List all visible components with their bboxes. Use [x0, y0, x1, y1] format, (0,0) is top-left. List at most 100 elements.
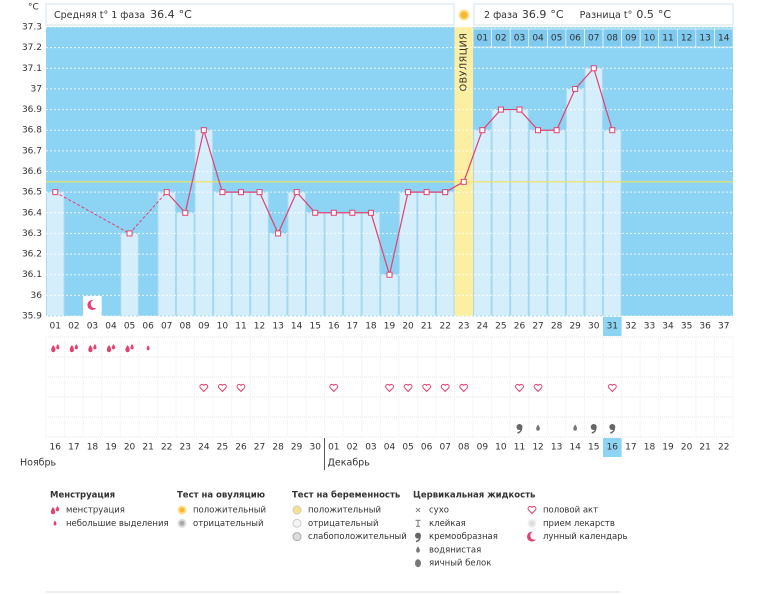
drop-icon: [69, 345, 74, 353]
temperature-point: [367, 209, 374, 216]
x-tick-label: 05: [124, 322, 135, 332]
creamy-icon: [415, 536, 421, 543]
y-tick-label: 36.5: [22, 188, 42, 198]
temperature-gap-line: [55, 191, 130, 234]
y-tick-label: 37: [31, 84, 42, 94]
x-tick-label: 13: [272, 322, 283, 332]
x-tick-label: 22: [439, 322, 450, 332]
date-label: 19: [105, 443, 117, 453]
temperature-point: [609, 127, 616, 134]
drop-icon: [74, 344, 78, 350]
date-label: 07: [439, 443, 450, 453]
date-label: 27: [254, 443, 265, 453]
drop-icon: [573, 424, 578, 431]
legend-item: кремообразная: [429, 532, 498, 542]
temperature-point: [460, 178, 467, 185]
y-tick-label: 35.9: [22, 312, 42, 322]
unit: °C: [550, 8, 564, 21]
date-label: 29: [291, 443, 303, 453]
date-label: 04: [384, 443, 396, 453]
legend-title: Тест на беременность: [292, 490, 400, 501]
phase2-day-label: 05: [551, 34, 562, 44]
date-label: 30: [310, 443, 322, 453]
x-tick-label: 20: [402, 322, 414, 332]
phase1-label: Средняя t° 1 фаза: [54, 10, 145, 21]
pregnancy-positive-icon: [292, 505, 302, 515]
x-tick-label: 21: [421, 322, 432, 332]
x-tick-label: 33: [644, 322, 655, 332]
drop-icon: [106, 345, 112, 353]
x-tick-label: 34: [662, 322, 674, 332]
date-label: 18: [87, 443, 99, 453]
drop-icon: [130, 344, 134, 350]
y-tick-label: 36.1: [22, 270, 42, 280]
temperature-point: [200, 127, 207, 134]
legend-item: яичный белок: [429, 559, 491, 569]
x-tick-label: 19: [384, 322, 396, 332]
phase2-day-label: 10: [644, 34, 656, 44]
x-tick-label: 15: [310, 322, 321, 332]
y-tick-label: 36.6: [22, 167, 42, 177]
temperature-bar: [361, 212, 381, 317]
date-label: 06: [421, 443, 433, 453]
sun-icon: [458, 9, 470, 21]
x-tick-label: 09: [198, 322, 210, 332]
date-label: 01: [328, 443, 339, 453]
diff-value: 0.5: [636, 8, 654, 21]
x-tick-label: 12: [254, 322, 265, 332]
phase2-day-label: 01: [477, 34, 488, 44]
temperature-point: [590, 65, 597, 72]
unit: °C: [179, 8, 193, 21]
date-label: 22: [718, 443, 729, 453]
temperature-bar: [343, 212, 362, 317]
date-label: 21: [699, 443, 710, 453]
heart-icon: [527, 505, 537, 515]
date-label: 03: [365, 443, 376, 453]
date-label: 05: [402, 443, 413, 453]
y-tick-label: 36.9: [22, 105, 42, 115]
y-tick-label: 37.1: [22, 64, 42, 74]
y-tick-label: 36.2: [22, 250, 42, 260]
x-tick-label: 36: [699, 322, 711, 332]
heart-icon: [440, 383, 450, 393]
temperature-point: [330, 209, 337, 216]
temperature-point: [479, 127, 486, 134]
creamy-icon: [610, 427, 616, 434]
drop-icon: [536, 424, 540, 431]
temperature-bar: [565, 88, 585, 317]
date-label: 08: [458, 443, 470, 453]
temperature-point: [423, 189, 430, 196]
heart-icon: [385, 383, 394, 393]
legend-item: менструация: [66, 506, 125, 516]
dry-icon: [415, 507, 421, 513]
temperature-point: [256, 189, 263, 196]
drop-icon: [416, 546, 420, 553]
legend-item: половой акт: [543, 506, 598, 516]
x-tick-label: 01: [50, 322, 61, 332]
date-label: 28: [272, 443, 284, 453]
drop-icon: [56, 344, 60, 350]
date-label: 25: [217, 443, 228, 453]
temperature-point: [497, 106, 504, 113]
y-tick-label: 36.3: [22, 229, 42, 239]
phase2-day-label: 06: [569, 34, 581, 44]
x-tick-label: 06: [142, 322, 154, 332]
x-tick-label: 25: [495, 322, 506, 332]
legend-title: Тест на овуляцию: [177, 491, 265, 501]
phase2-day-label: 08: [607, 34, 619, 44]
x-tick-label: 04: [105, 322, 117, 332]
legend-item: отрицательный: [193, 519, 263, 529]
temperature-point: [572, 85, 579, 92]
drop-icon: [51, 345, 56, 353]
current-date-cell: [603, 438, 622, 457]
phase2-day-label: 13: [699, 34, 710, 44]
date-label: 24: [198, 443, 210, 453]
x-tick-label: 03: [87, 322, 98, 332]
x-tick-label: 07: [161, 322, 172, 332]
date-label: 02: [347, 443, 358, 453]
heart-icon: [515, 383, 524, 393]
moon-icon: [90, 299, 100, 309]
egg-white-icon: [415, 559, 421, 568]
legend-item: положительный: [193, 506, 266, 516]
temperature-point: [182, 209, 189, 216]
